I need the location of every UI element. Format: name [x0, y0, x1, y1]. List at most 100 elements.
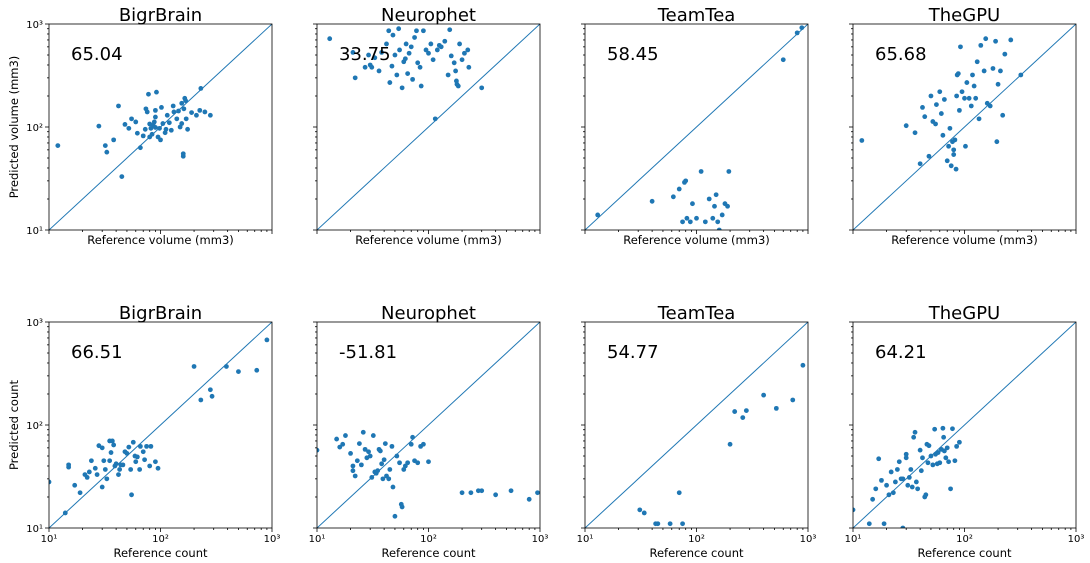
- data-point: [94, 472, 100, 477]
- data-point: [968, 103, 974, 109]
- data-point: [157, 125, 162, 131]
- data-point: [915, 486, 921, 492]
- data-point: [224, 364, 229, 369]
- data-point: [418, 83, 424, 89]
- data-point: [392, 513, 398, 519]
- x-tick-label: 10¹: [845, 534, 862, 545]
- data-point: [935, 450, 941, 455]
- data-point: [905, 482, 911, 488]
- data-point: [415, 60, 421, 66]
- data-point: [896, 459, 902, 465]
- data-point: [951, 147, 957, 153]
- data-point: [207, 387, 213, 393]
- data-point: [164, 112, 170, 118]
- data-point: [426, 459, 431, 465]
- data-point: [117, 467, 123, 472]
- data-point: [676, 186, 682, 192]
- data-point: [264, 337, 270, 343]
- data-point: [116, 472, 121, 477]
- data-point: [687, 219, 693, 225]
- data-point: [207, 112, 213, 118]
- data-point: [800, 362, 806, 368]
- data-point: [957, 439, 962, 445]
- chart-panel-2: Neurophet 33.75 Reference volume (mm3): [313, 5, 541, 247]
- y-axis-label: Predicted volume (mm3): [7, 56, 21, 199]
- data-point: [438, 44, 444, 50]
- data-point: [116, 103, 121, 109]
- data-point: [903, 451, 909, 457]
- data-point: [694, 215, 699, 221]
- data-point: [133, 119, 139, 125]
- identity-line: [585, 322, 808, 528]
- data-point: [971, 83, 977, 89]
- data-point: [423, 47, 429, 53]
- data-point: [389, 443, 395, 449]
- data-point: [923, 492, 929, 498]
- x-tick-label: 10¹: [577, 534, 594, 545]
- data-point: [375, 468, 381, 474]
- score-annotation: 33.75: [339, 44, 391, 65]
- data-point: [447, 27, 453, 33]
- data-point: [126, 125, 132, 131]
- data-point: [370, 433, 376, 438]
- data-point: [894, 467, 900, 472]
- data-point: [170, 103, 176, 109]
- data-point: [122, 121, 128, 127]
- data-point: [317, 447, 320, 453]
- data-point: [144, 443, 149, 449]
- data-point: [381, 457, 387, 463]
- data-point: [129, 116, 134, 122]
- data-point: [710, 215, 716, 221]
- data-point: [913, 479, 919, 485]
- data-point: [1002, 51, 1008, 57]
- data-point: [171, 109, 177, 115]
- data-point: [166, 120, 172, 126]
- score-annotation: 64.21: [875, 342, 927, 363]
- chart-title: BigrBrain: [119, 303, 202, 324]
- data-point: [389, 63, 395, 69]
- chart-panel-3: TeamTea 58.45 Reference volume (mm3): [581, 5, 809, 247]
- data-point: [149, 131, 155, 137]
- data-point: [459, 57, 465, 63]
- plot-area: [585, 322, 808, 528]
- identity-line: [317, 24, 540, 230]
- data-point: [946, 143, 951, 149]
- chart-panel-1: 10¹ 10² 10³ BigrBrain 65.04 Reference volume …: [7, 5, 273, 247]
- data-point: [933, 121, 938, 127]
- data-point: [853, 507, 856, 513]
- data-point: [356, 441, 362, 446]
- data-point: [408, 44, 414, 50]
- data-point: [892, 479, 898, 485]
- data-point: [144, 109, 150, 115]
- data-point: [111, 442, 117, 448]
- data-point: [1000, 112, 1006, 118]
- data-point: [96, 123, 102, 129]
- data-point: [713, 192, 719, 198]
- data-point: [153, 114, 158, 120]
- data-point: [86, 469, 92, 475]
- data-point: [676, 490, 682, 496]
- chart-title: TeamTea: [657, 303, 736, 324]
- data-point: [130, 439, 136, 445]
- data-point: [369, 474, 375, 480]
- data-point: [417, 64, 423, 70]
- data-point: [716, 227, 722, 230]
- data-point: [955, 71, 961, 76]
- data-point: [129, 492, 134, 498]
- data-point: [906, 474, 912, 480]
- x-tick-label: 10³: [1068, 534, 1085, 545]
- data-point: [911, 434, 917, 440]
- data-point: [392, 52, 398, 58]
- data-point: [479, 488, 485, 494]
- data-point: [909, 484, 915, 490]
- data-point: [133, 459, 139, 465]
- data-point: [126, 444, 132, 450]
- data-point: [684, 215, 690, 221]
- data-point: [92, 465, 98, 471]
- data-point: [934, 102, 939, 107]
- chart-panel-5: 10¹ 10² 10³ 10¹ 10² 10³ BigrBrain 66.51 Referenc…: [7, 303, 280, 560]
- data-point: [151, 119, 157, 125]
- data-point: [926, 153, 932, 159]
